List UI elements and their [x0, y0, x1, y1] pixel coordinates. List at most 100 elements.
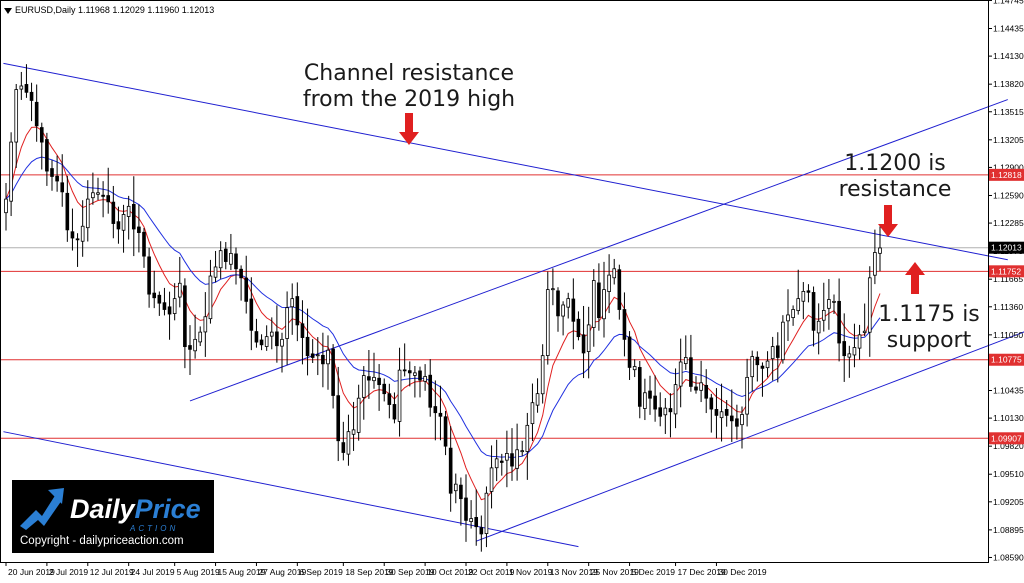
candle-body: [862, 330, 867, 333]
candle-body: [873, 252, 877, 276]
candle-body: [530, 402, 535, 425]
ema-fast-line: [5, 126, 881, 501]
y-tick-label: 1.12285: [993, 218, 1024, 228]
x-tick-label: 20 Jun 2019: [8, 567, 55, 577]
candle-body: [280, 338, 284, 347]
candle-body: [70, 231, 75, 239]
candle-body: [745, 376, 749, 415]
candle-body: [336, 395, 341, 442]
x-tick-label: 27 Aug 2019: [258, 567, 306, 577]
candle-body: [407, 370, 412, 374]
candle-body: [305, 336, 310, 357]
candle-body: [50, 168, 54, 177]
candle-body: [295, 296, 300, 326]
candle-body: [607, 274, 611, 292]
candle-body: [85, 198, 90, 229]
candle-body: [198, 331, 203, 343]
candle-body: [453, 483, 458, 492]
candle-body: [459, 484, 463, 500]
chart-title: EURUSD,Daily 1.11968 1.12029 1.11960 1.1…: [4, 5, 214, 15]
candle-body: [469, 518, 473, 522]
candle-body: [208, 275, 213, 320]
dropdown-icon[interactable]: [4, 7, 12, 14]
candle-body: [290, 298, 295, 308]
candle-body: [867, 277, 872, 333]
candle-body: [131, 203, 136, 230]
candle-body: [796, 298, 801, 312]
candle-body: [755, 356, 760, 366]
candle-body: [382, 383, 387, 395]
candle-body: [269, 331, 274, 337]
candle-body: [576, 318, 581, 338]
candle-body: [760, 365, 765, 369]
candle-body: [786, 314, 790, 322]
candle-body: [331, 348, 335, 396]
candle-body: [387, 393, 392, 405]
price-label-box: [989, 353, 1024, 366]
candle-body: [423, 376, 427, 382]
candle-body: [750, 356, 755, 378]
candle-body: [167, 306, 172, 315]
candle-body: [193, 338, 197, 352]
annotation-line: Channel resistance: [303, 61, 515, 86]
candle-body: [372, 376, 376, 382]
candle-body: [847, 353, 852, 358]
candle-body: [65, 192, 70, 231]
candle-body: [152, 292, 157, 299]
candle-body: [259, 339, 264, 346]
candle-body: [177, 282, 182, 298]
candle-body: [203, 316, 208, 333]
candle-body: [837, 300, 841, 344]
candle-body: [581, 334, 586, 354]
candle-body: [34, 101, 39, 127]
y-tick-label: 1.08590: [993, 552, 1024, 562]
annotation-channel-resistance: Channel resistance from the 2019 high: [295, 61, 523, 113]
candle-body: [791, 309, 795, 319]
x-tick-label: 25 Nov 2019: [591, 567, 639, 577]
candle-body: [709, 397, 714, 410]
price-label-box: [989, 265, 1024, 278]
candle-body: [474, 517, 479, 528]
price-label-box: [989, 168, 1024, 181]
candle-body: [878, 247, 882, 254]
x-tick-label: 22 Oct 2019: [468, 567, 515, 577]
candle-body: [765, 360, 770, 369]
candle-body: [842, 341, 847, 357]
candle-body: [781, 321, 785, 361]
candle-body: [137, 226, 141, 233]
candle-body: [520, 450, 525, 453]
candle-body: [244, 277, 249, 302]
candle-body: [310, 353, 315, 358]
candle-body: [4, 198, 8, 214]
candle-body: [535, 393, 540, 406]
trend-line: [476, 331, 1024, 542]
trend-line: [3, 62, 1008, 261]
candle-body: [142, 231, 146, 257]
x-tick-label: 17 Dec 2019: [678, 567, 726, 577]
candle-body: [24, 84, 29, 93]
candle-body: [428, 374, 433, 408]
x-tick-label: 30 Sep 2019: [386, 567, 434, 577]
candle-body: [321, 354, 325, 365]
price-label-text: 1.09907: [991, 433, 1022, 443]
candle-body: [597, 282, 601, 319]
candle-body: [75, 238, 80, 241]
candle-body: [694, 386, 698, 391]
y-tick-label: 1.14745: [993, 0, 1024, 5]
candle-body: [315, 354, 320, 357]
candle-body: [397, 369, 402, 422]
price-label-box: [989, 241, 1024, 254]
candle-body: [648, 390, 652, 399]
candle-body: [249, 298, 254, 331]
x-tick-label: 18 Sep 2019: [345, 567, 393, 577]
candle-body: [556, 290, 560, 317]
candle-body: [699, 382, 703, 391]
candle-body: [101, 194, 105, 197]
candle-body: [816, 320, 821, 334]
candle-body: [479, 527, 484, 535]
candle-body: [499, 460, 504, 463]
x-tick-label: 15 Aug 2019: [218, 567, 266, 577]
candle-body: [525, 424, 530, 452]
y-tick-label: 1.14130: [993, 51, 1024, 61]
candle-body: [162, 302, 167, 310]
